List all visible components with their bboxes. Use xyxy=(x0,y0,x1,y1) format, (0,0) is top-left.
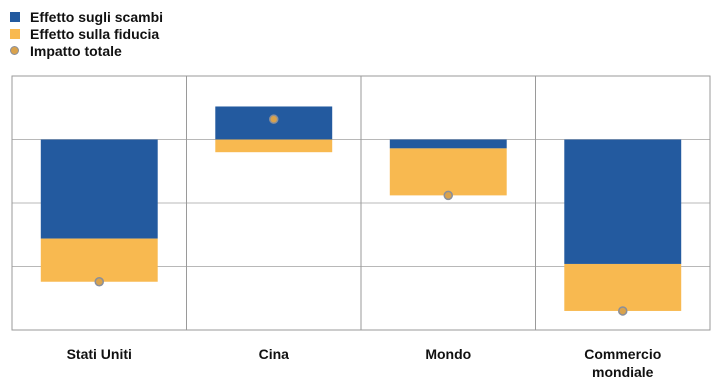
category-label-3: Commercio mondiale xyxy=(584,346,661,380)
legend-item-confidence: Effetto sulla fiducia xyxy=(10,25,163,42)
bar-trade-2 xyxy=(389,139,507,149)
bar-confidence-0 xyxy=(40,238,158,282)
marker-total-1 xyxy=(269,114,279,124)
legend-item-total: Impatto totale xyxy=(10,42,163,59)
bar-trade-0 xyxy=(40,139,158,239)
marker-total-3 xyxy=(618,306,628,316)
legend-swatch-trade xyxy=(10,11,20,22)
bar-confidence-1 xyxy=(215,139,333,153)
marker-total-2 xyxy=(443,190,453,201)
bar-confidence-2 xyxy=(389,148,507,196)
legend-marker-total xyxy=(10,46,19,55)
legend-swatch-confidence xyxy=(10,28,20,39)
legend-label-total: Impatto totale xyxy=(30,42,122,59)
category-label-line: Mondo xyxy=(425,346,471,362)
chart-legend: Effetto sugli scambi Effetto sulla fiduc… xyxy=(10,8,163,59)
bar-confidence-3 xyxy=(564,263,682,311)
category-label-0: Stati Uniti xyxy=(67,346,132,362)
legend-label-confidence: Effetto sulla fiducia xyxy=(30,25,160,42)
category-label-line: Commercio xyxy=(584,346,661,362)
legend-label-trade: Effetto sugli scambi xyxy=(30,8,164,25)
category-label-line: mondiale xyxy=(592,364,654,380)
category-label-2: Mondo xyxy=(425,346,471,362)
bar-trade-3 xyxy=(564,139,682,264)
legend-item-trade: Effetto sugli scambi xyxy=(10,8,163,25)
marker-total-0 xyxy=(94,276,104,287)
category-label-line: Cina xyxy=(259,346,290,362)
plot-frame xyxy=(11,75,711,331)
category-label-line: Stati Uniti xyxy=(67,346,132,362)
category-label-1: Cina xyxy=(259,346,290,362)
